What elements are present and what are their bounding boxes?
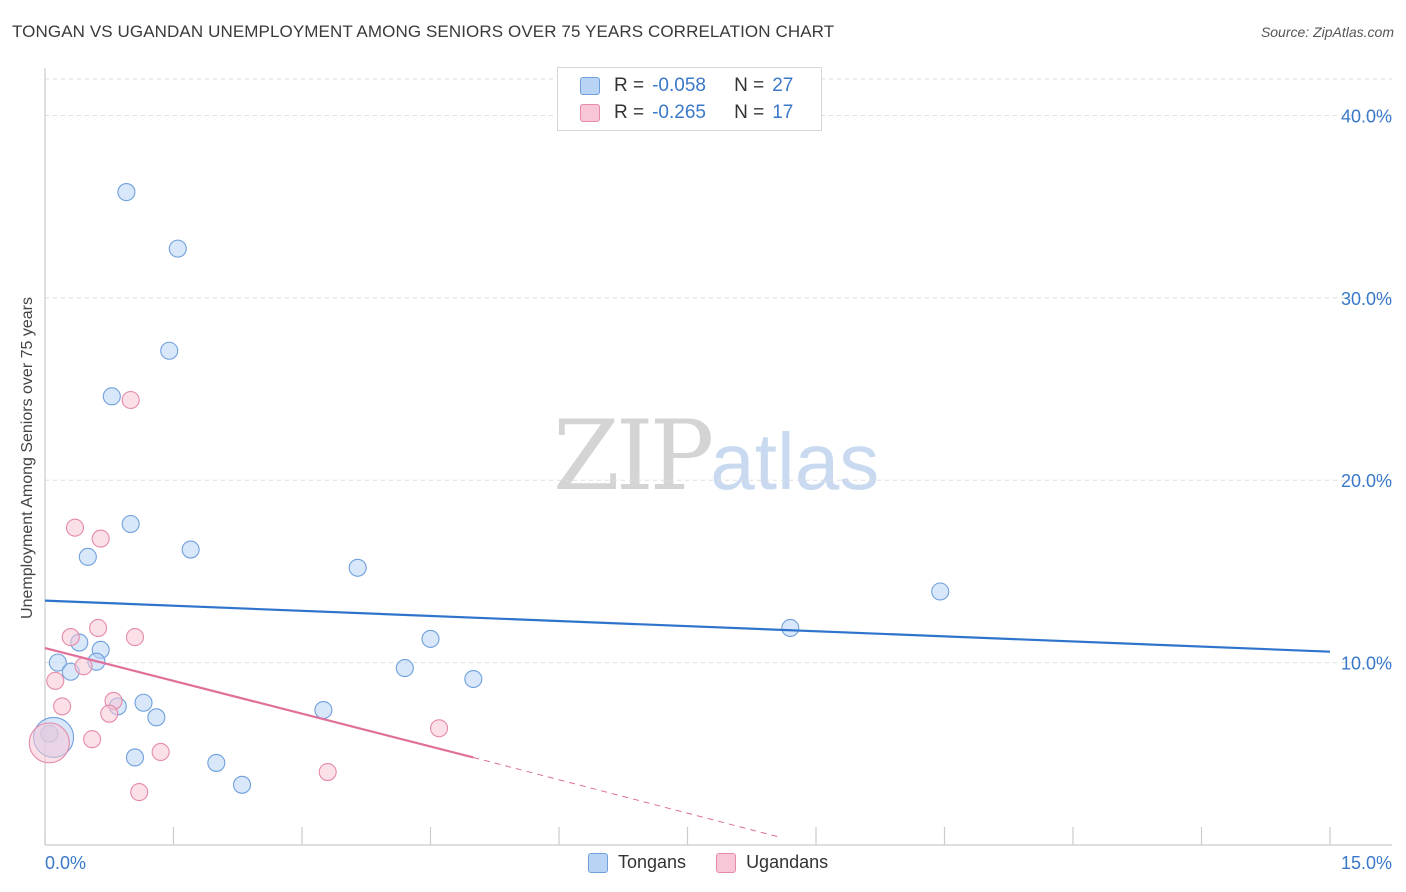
point-tongans [134, 693, 153, 712]
series-legend: Tongans Ugandans [588, 852, 858, 873]
y-axis-label: Unemployment Among Seniors over 75 years [19, 297, 36, 619]
point-ugandans [430, 719, 449, 738]
y-tick-label: 20.0% [1341, 471, 1392, 491]
series-label-tongans: Tongans [618, 852, 687, 872]
point-tongans [781, 618, 800, 638]
legend-n-value: 17 [772, 102, 794, 123]
legend-n-label: N = [734, 102, 765, 123]
trendline-ugandans [44, 646, 474, 759]
point-tongans [931, 582, 950, 601]
point-ugandans [121, 390, 140, 410]
point-ugandans [100, 704, 119, 723]
point-ugandans [318, 762, 337, 782]
legend-swatch-tongans [580, 77, 600, 95]
series-legend-tongans: Tongans [588, 852, 686, 873]
chart-title: TONGAN VS UGANDAN UNEMPLOYMENT AMONG SEN… [12, 22, 835, 41]
legend-n-label: N = [734, 75, 765, 96]
point-ugandans [89, 618, 108, 638]
point-tongans [78, 547, 97, 566]
point-ugandans [125, 628, 144, 647]
legend-r-label: R = [614, 102, 645, 123]
series-label-ugandans: Ugandans [746, 852, 829, 872]
point-ugandans [151, 742, 170, 762]
point-ugandans [65, 518, 85, 537]
point-tongans [121, 514, 140, 534]
point-tongans [48, 653, 67, 672]
point-ugandans [83, 730, 102, 749]
series-swatch-tongans [588, 852, 608, 873]
source-label: Source: ZipAtlas.com [1260, 24, 1394, 40]
point-tongans [117, 183, 136, 202]
point-tongans [125, 748, 144, 767]
x-tick-label: 15.0% [1341, 853, 1392, 873]
point-tongans [232, 775, 252, 794]
watermark-atlas: atlas [710, 417, 880, 506]
point-tongans [102, 387, 121, 406]
legend-row-tongans: R = -0.058 N = 27 [580, 74, 793, 98]
point-tongans [348, 558, 367, 577]
point-tongans [160, 341, 179, 360]
series-swatch-ugandans [716, 852, 737, 873]
point-tongans [314, 700, 333, 720]
x-tick-label: 0.0% [45, 853, 86, 873]
series-legend-ugandans: Ugandans [716, 852, 828, 873]
legend-n-value: 27 [772, 75, 794, 96]
point-ugandans [53, 697, 72, 716]
point-ugandans [130, 783, 149, 802]
point-tongans [395, 659, 414, 678]
point-tongans [207, 753, 226, 772]
point-ugandans [91, 529, 110, 548]
y-tick-label: 10.0% [1341, 654, 1392, 674]
point-tongans [464, 669, 483, 689]
trendline-tongans [44, 599, 1331, 653]
legend-swatch-ugandans [580, 104, 600, 122]
y-tick-label: 40.0% [1341, 106, 1392, 126]
point-ugandans [46, 671, 65, 690]
point-tongans [421, 629, 440, 648]
y-tick-label: 30.0% [1341, 289, 1392, 309]
point-tongans [168, 239, 187, 258]
correlation-legend: R = -0.058 N = 27 R = -0.265 N = 17 [557, 67, 822, 131]
trendline-extrapolated-ugandans [473, 756, 782, 839]
point-ugandans [28, 722, 70, 764]
point-ugandans [61, 628, 80, 647]
legend-r-value: -0.058 [652, 75, 706, 96]
legend-r-label: R = [614, 75, 645, 96]
legend-row-ugandans: R = -0.265 N = 17 [580, 101, 793, 125]
point-tongans [147, 708, 166, 727]
watermark-zip: ZIP [553, 400, 714, 512]
point-tongans [181, 540, 200, 559]
watermark: ZIPatlas [553, 400, 879, 512]
legend-r-value: -0.265 [652, 102, 706, 123]
